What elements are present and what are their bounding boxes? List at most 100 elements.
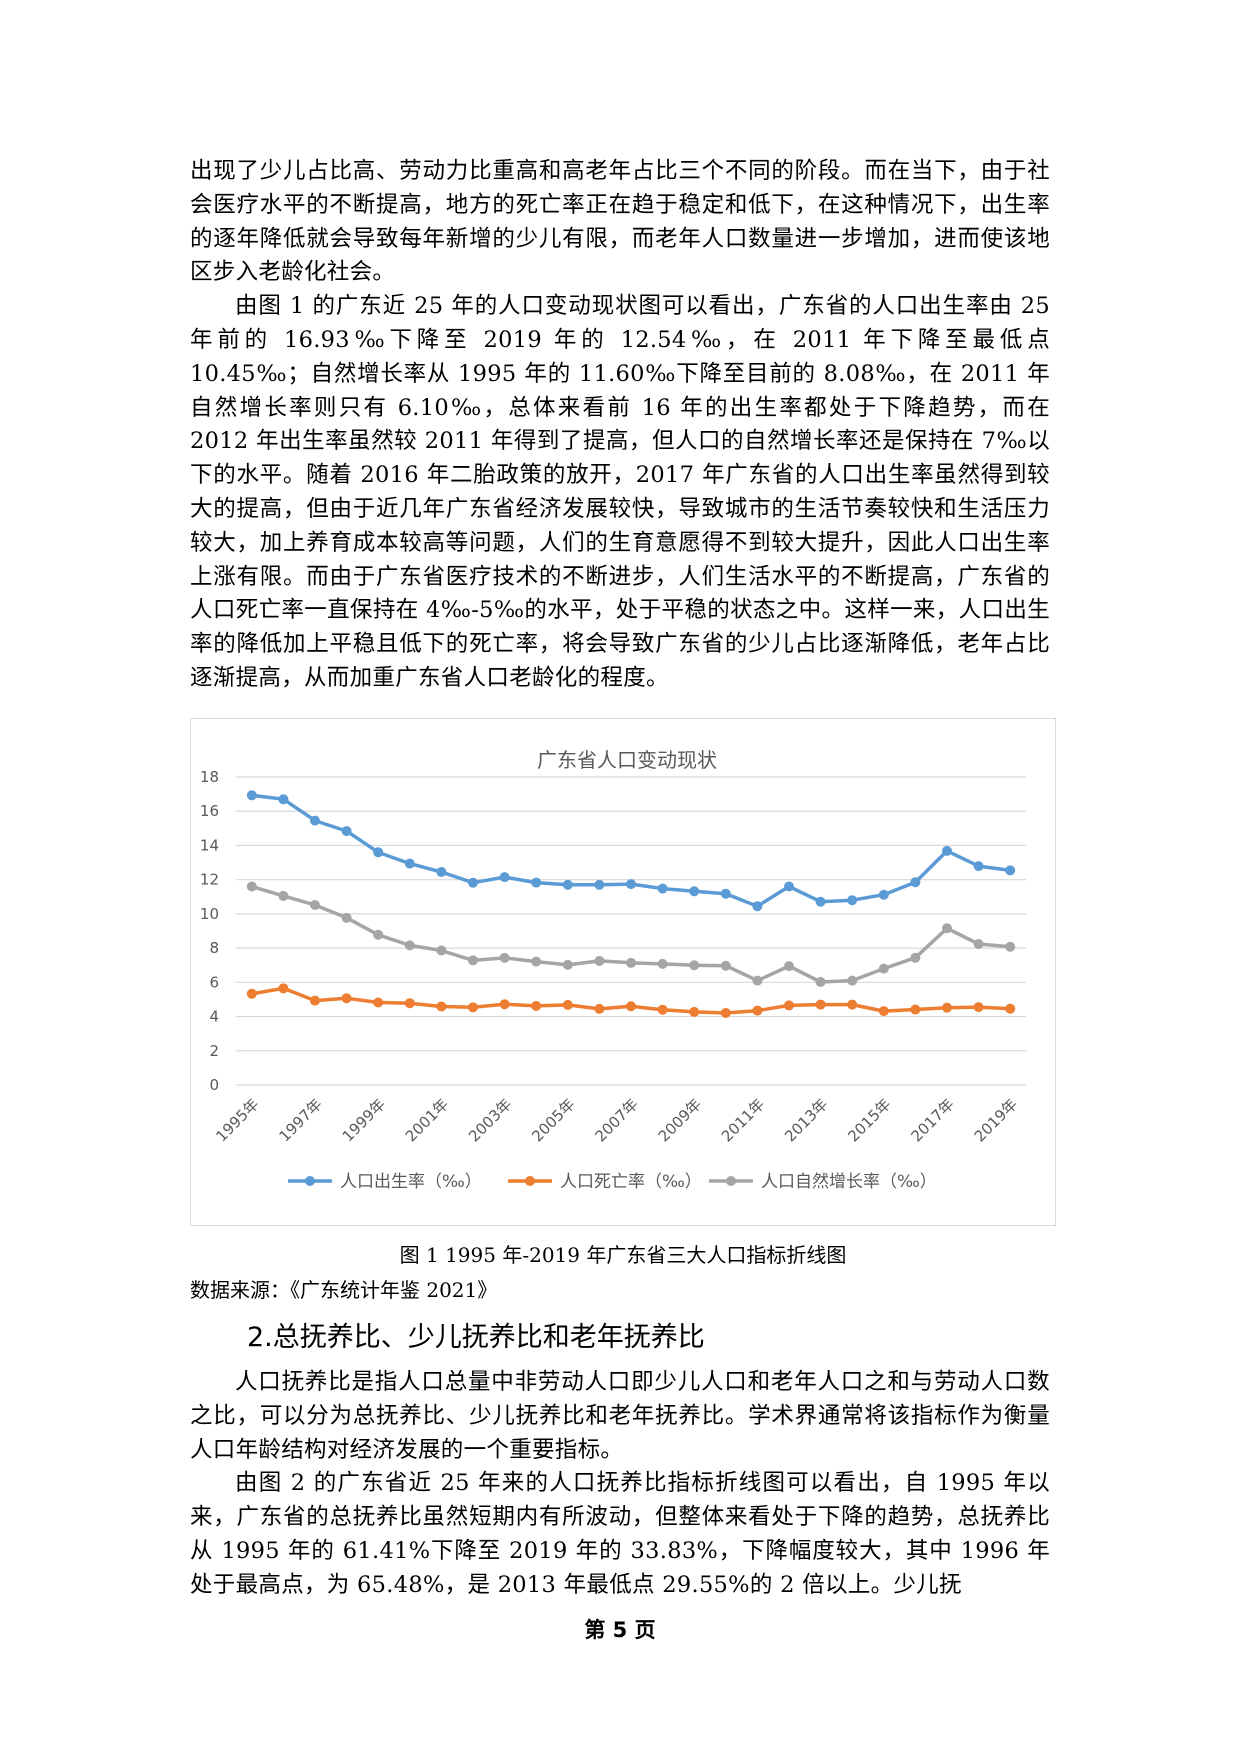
- data-point: [973, 939, 984, 950]
- y-tick-label: 12: [200, 871, 219, 889]
- legend-marker: [525, 1176, 535, 1186]
- data-point: [562, 879, 573, 890]
- legend-label: 人口出生率（‰）: [340, 1172, 482, 1192]
- data-point: [246, 790, 257, 801]
- data-point: [594, 1003, 605, 1014]
- data-point: [815, 999, 826, 1010]
- data-point: [784, 1000, 794, 1011]
- data-point: [878, 963, 889, 974]
- data-point: [910, 952, 921, 963]
- data-point: [910, 877, 921, 888]
- data-point: [910, 1004, 921, 1015]
- x-tick-label: 2003年: [465, 1095, 515, 1145]
- data-point: [246, 881, 257, 892]
- line-chart: 广东省人口变动现状 0 2 4 6 8 10 12 14 16 18 1995年 1997年 1999…: [190, 718, 1056, 1226]
- figure-source: 数据来源：《广东统计年鉴 2021》: [190, 1278, 498, 1302]
- data-point: [847, 895, 858, 906]
- y-tick-label: 2: [209, 1042, 219, 1060]
- data-point: [784, 961, 794, 972]
- data-point: [973, 1002, 984, 1013]
- y-tick-label: 0: [209, 1076, 219, 1094]
- data-point: [878, 1006, 889, 1017]
- data-point: [784, 881, 794, 892]
- data-point: [657, 958, 668, 969]
- data-point: [878, 889, 889, 900]
- data-point: [689, 960, 700, 971]
- legend-label: 人口自然增长率（‰）: [761, 1172, 937, 1192]
- x-tick-label: 2001年: [402, 1095, 452, 1145]
- data-point: [562, 959, 573, 970]
- data-point: [1005, 941, 1016, 952]
- data-point: [278, 794, 289, 805]
- data-point: [531, 956, 542, 967]
- section-heading: 2.总抚养比、少儿抚养比和老年抚养比: [247, 1322, 705, 1353]
- data-point: [815, 896, 826, 907]
- data-point: [499, 952, 510, 963]
- data-point: [531, 1000, 542, 1011]
- data-point: [373, 929, 384, 940]
- data-point: [310, 815, 320, 826]
- body-text-top: 出现了少儿占比高、劳动力比重高和高老年占比三个不同的阶段。而在当下，由于社会医疗…: [190, 155, 1050, 696]
- data-point: [1005, 865, 1016, 876]
- data-point: [720, 960, 731, 971]
- data-point: [847, 975, 858, 986]
- data-point: [373, 847, 384, 858]
- data-point: [310, 899, 320, 910]
- series-line: [251, 793, 1011, 908]
- x-tick-label: 2019年: [971, 1095, 1021, 1145]
- data-point: [468, 877, 478, 888]
- data-point: [341, 912, 352, 923]
- series-2: [246, 983, 1016, 1018]
- body-text-bottom: 人口抚养比是指人口总量中非劳动人口即少儿人口和老年人口之和与劳动人口数之比，可以…: [190, 1366, 1050, 1603]
- data-point: [404, 940, 415, 951]
- data-point: [626, 957, 636, 968]
- data-point: [531, 877, 542, 888]
- data-point: [720, 1007, 731, 1018]
- legend-label: 人口死亡率（‰）: [560, 1172, 702, 1192]
- y-tick-label: 18: [200, 768, 219, 786]
- data-point: [468, 955, 478, 966]
- x-tick-label: 1995年: [212, 1095, 262, 1145]
- data-point: [404, 998, 415, 1009]
- x-tick-label: 2005年: [528, 1095, 578, 1145]
- data-point: [626, 1001, 636, 1012]
- data-point: [278, 983, 289, 994]
- data-point: [720, 888, 731, 899]
- grid-lines: [236, 776, 1026, 1086]
- paragraph-4: 由图 2 的广东省近 25 年来的人口抚养比指标折线图可以看出，自 1995 年…: [190, 1470, 1050, 1598]
- legend-marker: [726, 1176, 736, 1186]
- data-point: [341, 826, 352, 837]
- data-point: [942, 845, 952, 856]
- series-3: [246, 881, 1016, 987]
- y-axis-ticks: 0 2 4 6 8 10 12 14 16 18: [200, 768, 219, 1094]
- y-tick-label: 8: [209, 939, 219, 957]
- data-point: [847, 999, 858, 1010]
- x-tick-label: 2011年: [718, 1095, 768, 1145]
- series-1: [246, 790, 1016, 912]
- data-point: [499, 999, 510, 1010]
- data-point: [278, 890, 289, 901]
- page-number: 第 5 页: [584, 1618, 656, 1642]
- data-point: [973, 861, 984, 872]
- data-point: [1005, 1003, 1016, 1014]
- series-lines: [246, 790, 1016, 1018]
- chart-title: 广东省人口变动现状: [537, 748, 717, 772]
- data-point: [626, 879, 636, 890]
- data-point: [404, 858, 415, 869]
- data-point: [752, 975, 763, 986]
- data-point: [436, 1001, 447, 1012]
- data-point: [310, 995, 320, 1006]
- chart-legend: 人口出生率（‰） 人口死亡率（‰） 人口自然增长率（‰）: [288, 1172, 937, 1192]
- data-point: [942, 923, 952, 934]
- data-point: [562, 999, 573, 1010]
- data-point: [594, 955, 605, 966]
- paragraph-1: 出现了少儿占比高、劳动力比重高和高老年占比三个不同的阶段。而在当下，由于社会医疗…: [190, 158, 1050, 286]
- paragraph-2: 由图 1 的广东近 25 年的人口变动现状图可以看出，广东省的人口出生率由 25…: [190, 293, 1050, 691]
- x-tick-label: 1997年: [275, 1095, 325, 1145]
- chart-canvas: 广东省人口变动现状 0 2 4 6 8 10 12 14 16 18 1995年 1997年 1999…: [200, 748, 1026, 1192]
- data-point: [657, 883, 668, 894]
- data-point: [341, 993, 352, 1004]
- data-point: [373, 997, 384, 1008]
- x-tick-label: 2009年: [655, 1095, 705, 1145]
- data-point: [436, 945, 447, 956]
